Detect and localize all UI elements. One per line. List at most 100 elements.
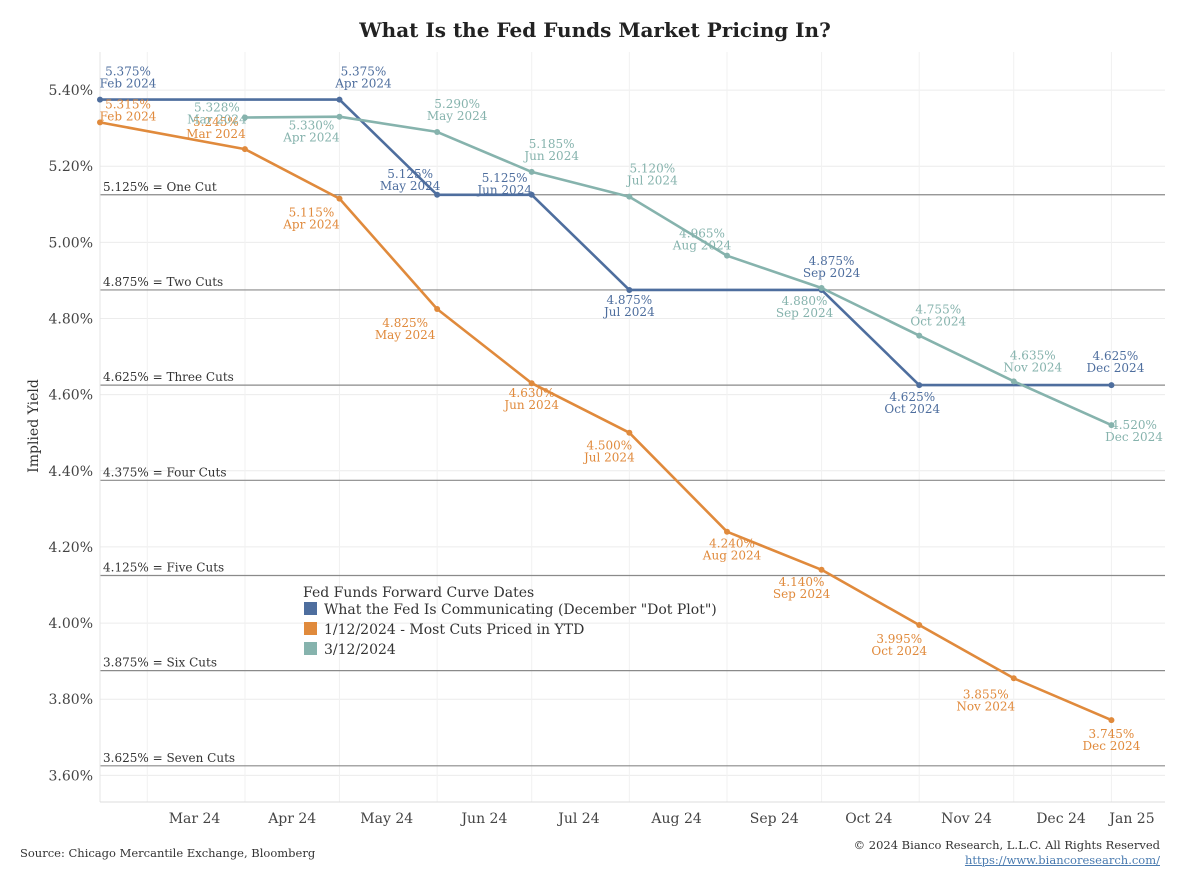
x-tick-label: Nov 24 [941,811,992,827]
series-line [244,115,1112,427]
data-label-value: 4.965% [679,227,725,241]
reference-line-label: 3.625% = Seven Cuts [103,751,235,765]
data-point [434,191,441,198]
data-label-date: Jun 2024 [502,398,559,412]
data-label-date: Jul 2024 [625,174,678,188]
legend-swatch [304,642,317,655]
x-tick-label: Jun 24 [459,811,507,827]
legend-title: Fed Funds Forward Curve Dates [303,585,534,601]
data-label-value: 4.755% [915,303,961,317]
data-point [434,305,441,312]
data-point [1108,717,1115,724]
data-label-date: Apr 2024 [282,218,340,232]
data-label-date: Dec 2024 [1087,361,1145,375]
x-tick-label: Aug 24 [650,811,701,827]
y-tick-label: 4.00% [49,616,93,632]
data-point [1108,382,1115,389]
data-point [1010,675,1017,682]
data-label-date: May 2024 [427,109,488,123]
data-point [528,191,535,198]
reference-line-label: 4.125% = Five Cuts [103,560,224,574]
y-tick-label: 5.40% [49,83,93,99]
series-lines [97,96,1115,724]
x-tick-label: May 24 [360,811,413,827]
data-label-date: Oct 2024 [884,402,940,416]
y-tick-label: 5.00% [49,235,93,251]
y-tick-label: 5.20% [49,159,93,175]
x-tick-label: Sep 24 [750,811,799,827]
legend-swatch [304,602,317,615]
data-label-date: Mar 2024 [187,112,247,126]
y-tick-label: 3.80% [49,692,93,708]
data-label-value: 4.875% [606,293,652,307]
x-tick-label: Jul 24 [556,811,599,827]
data-point [626,429,633,436]
data-label-value: 4.140% [779,575,825,589]
data-point [916,621,923,628]
data-point [626,286,633,293]
data-label-date: Aug 2024 [702,549,762,563]
x-axis: Mar 24 Apr 24 May 24 Jun 24 Jul 24 Aug 24 Sep … [100,801,1165,827]
data-label-date: Feb 2024 [100,109,157,123]
chart-title: What Is the Fed Funds Market Pricing In? [359,18,831,42]
data-label-value: 4.500% [586,439,632,453]
data-label-value: 5.185% [529,137,575,151]
data-point [1108,422,1115,429]
reference-line-label: 4.375% = Four Cuts [103,465,227,479]
data-point [818,566,825,573]
data-label-date: Feb 2024 [100,77,157,91]
data-point [916,382,923,389]
y-tick-label: 4.60% [49,388,93,404]
data-label-date: Nov 2024 [956,699,1015,713]
data-label-value: 4.875% [809,254,855,268]
data-label-value: 4.880% [782,294,828,308]
data-point [626,193,633,200]
website-link[interactable]: https://www.biancoresearch.com/ [964,853,1160,867]
data-label-value: 3.745% [1089,727,1135,741]
x-tick-label: Oct 24 [845,811,892,827]
x-tick-label: Mar 24 [169,811,221,827]
y-tick-label: 4.20% [49,540,93,556]
data-label-date: Jun 2024 [522,149,579,163]
data-point [818,285,825,292]
reference-line-label: 3.875% = Six Cuts [103,656,217,670]
data-label-date: Aug 2024 [672,239,732,253]
data-label-value: 5.115% [289,206,335,220]
data-point [241,114,248,121]
copyright-note: © 2024 Bianco Research, L.L.C. All Right… [853,838,1160,852]
reference-line-label: 4.875% = Two Cuts [103,275,223,289]
data-point [241,146,248,153]
data-label-value: 5.375% [341,65,387,79]
data-label-date: Jul 2024 [582,451,635,465]
data-label-date: Jun 2024 [475,183,532,197]
data-label-date: Sep 2024 [773,587,831,601]
data-label-value: 5.125% [387,167,433,181]
data-label-value: 5.330% [289,119,335,133]
reference-line-label: 4.625% = Three Cuts [103,370,234,384]
data-label-value: 4.240% [709,537,755,551]
data-point [97,119,103,126]
data-label-date: Mar 2024 [186,127,246,141]
data-label-value: 5.290% [434,97,480,111]
data-point [336,195,343,202]
data-point [528,168,535,175]
y-axis-label: Implied Yield [26,379,42,473]
x-tick-label: Jan 25 [1107,811,1154,827]
y-tick-label: 4.80% [49,311,93,327]
legend-entry: 1/12/2024 - Most Cuts Priced in YTD [324,622,584,638]
data-label-date: Oct 2024 [871,644,927,658]
data-point [1010,378,1017,385]
data-label-date: Sep 2024 [776,306,834,320]
data-label-date: Nov 2024 [1003,360,1062,374]
data-label-value: 4.630% [509,386,555,400]
y-axis: 3.60% 3.80% 4.00% 4.20% 4.40% 4.60% 4.80% 5.00%… [49,52,101,802]
data-label-date: May 2024 [375,328,436,342]
data-label-date: May 2024 [380,179,441,193]
source-note: Source: Chicago Mercantile Exchange, Blo… [20,846,316,860]
reference-lines: 5.125% = One Cut 4.875% = Two Cuts 4.625% … [100,180,1165,767]
data-label-value: 5.245% [193,115,239,129]
data-point [336,113,343,120]
